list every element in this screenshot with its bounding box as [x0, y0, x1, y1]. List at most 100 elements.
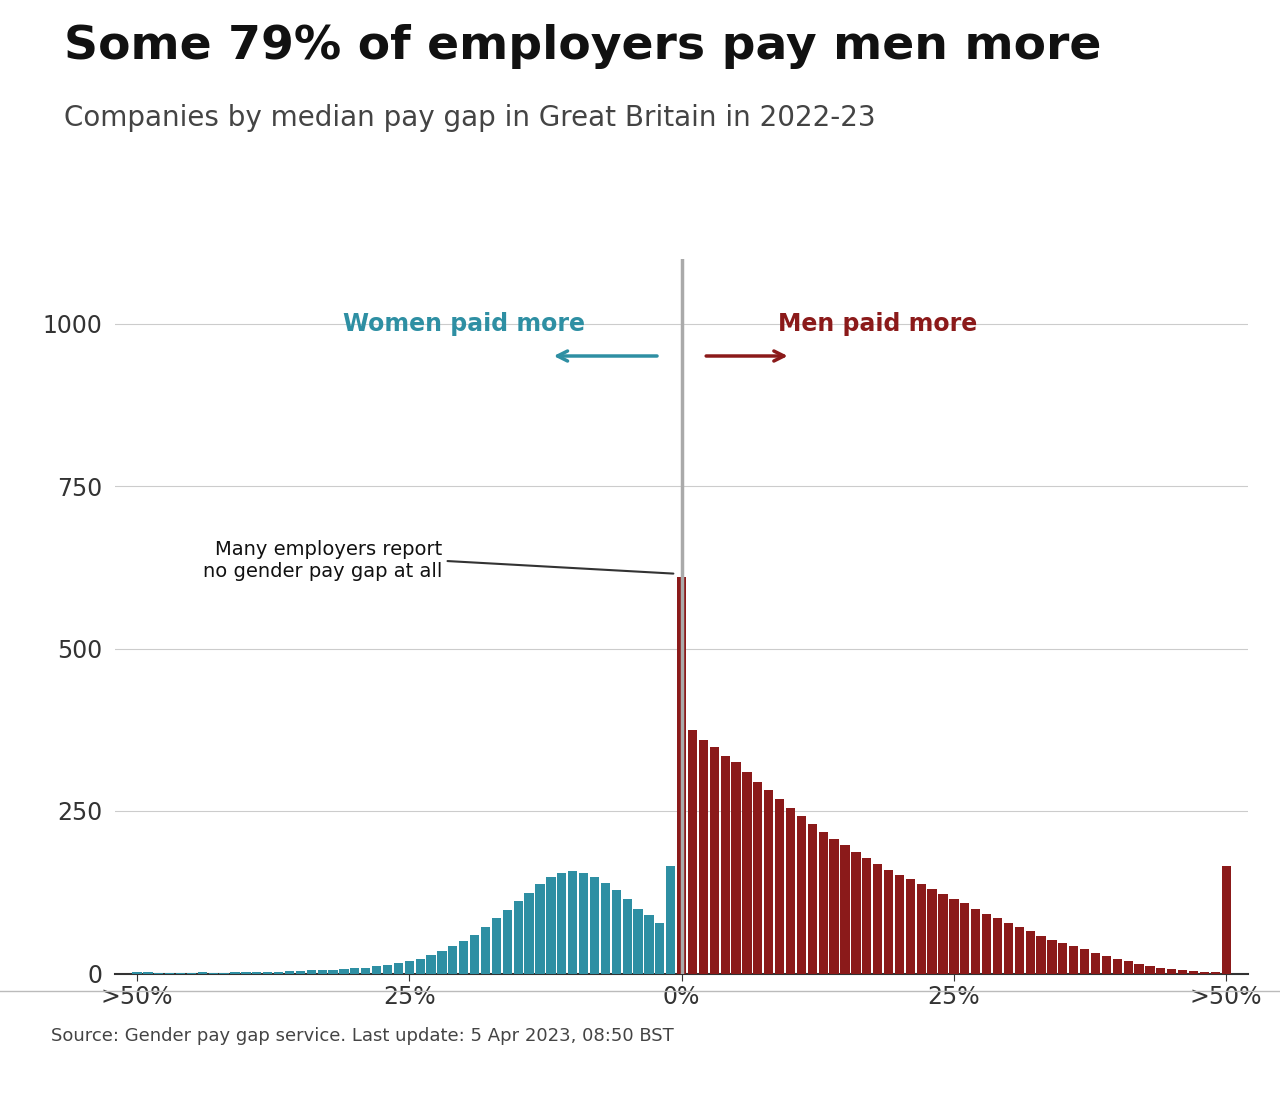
Bar: [197, 972, 207, 974]
Bar: [972, 909, 980, 974]
Bar: [906, 879, 915, 974]
Bar: [1059, 943, 1068, 974]
Text: Source: Gender pay gap service. Last update: 5 Apr 2023, 08:50 BST: Source: Gender pay gap service. Last upd…: [51, 1027, 675, 1045]
Bar: [492, 918, 500, 974]
Bar: [404, 961, 413, 974]
Bar: [699, 739, 708, 974]
Bar: [438, 952, 447, 974]
Text: B: B: [1133, 1033, 1155, 1062]
Bar: [622, 899, 632, 974]
Bar: [873, 865, 882, 974]
Bar: [317, 970, 326, 974]
Bar: [612, 890, 621, 974]
Bar: [1189, 971, 1198, 974]
Bar: [1080, 949, 1089, 974]
Bar: [460, 940, 468, 974]
Bar: [687, 729, 698, 974]
Bar: [634, 909, 643, 974]
Bar: [329, 969, 338, 974]
Bar: [644, 915, 654, 974]
Bar: [143, 972, 152, 974]
Text: Men paid more: Men paid more: [778, 311, 978, 336]
Bar: [241, 972, 251, 974]
Bar: [1211, 971, 1220, 974]
Bar: [819, 832, 828, 974]
Bar: [950, 899, 959, 974]
Bar: [525, 893, 534, 974]
Bar: [982, 914, 991, 974]
Bar: [590, 878, 599, 974]
Bar: [1156, 968, 1166, 974]
Bar: [296, 971, 305, 974]
Bar: [535, 883, 544, 974]
Bar: [361, 968, 370, 974]
Bar: [1015, 926, 1024, 974]
Bar: [1167, 969, 1176, 974]
Text: C: C: [1229, 1033, 1251, 1062]
Bar: [1069, 946, 1078, 974]
Bar: [742, 772, 751, 974]
Bar: [916, 884, 925, 974]
Bar: [416, 958, 425, 974]
Bar: [339, 969, 348, 974]
Bar: [808, 824, 817, 974]
Bar: [264, 971, 273, 974]
Bar: [230, 972, 239, 974]
Bar: [1124, 961, 1133, 974]
Bar: [547, 878, 556, 974]
Bar: [579, 872, 589, 974]
Bar: [829, 839, 838, 974]
Bar: [470, 935, 479, 974]
Bar: [307, 970, 316, 974]
Bar: [1004, 923, 1012, 974]
Bar: [503, 910, 512, 974]
Bar: [1221, 867, 1231, 974]
Bar: [252, 972, 261, 974]
Bar: [851, 851, 860, 974]
Bar: [786, 807, 795, 974]
Bar: [1178, 970, 1188, 974]
Bar: [426, 955, 435, 974]
Bar: [1102, 956, 1111, 974]
Bar: [274, 971, 283, 974]
Bar: [481, 926, 490, 974]
Bar: [764, 790, 773, 974]
Bar: [1025, 932, 1034, 974]
Bar: [666, 867, 676, 974]
Bar: [895, 874, 904, 974]
Bar: [1146, 966, 1155, 974]
Bar: [1047, 939, 1056, 974]
Bar: [796, 816, 806, 974]
Bar: [1037, 936, 1046, 974]
Bar: [774, 800, 785, 974]
Text: Women paid more: Women paid more: [343, 311, 585, 336]
Bar: [383, 965, 392, 974]
Bar: [1134, 964, 1144, 974]
Bar: [372, 966, 381, 974]
Bar: [1091, 953, 1100, 974]
Text: Companies by median pay gap in Great Britain in 2022-23: Companies by median pay gap in Great Bri…: [64, 104, 876, 132]
Bar: [557, 872, 567, 974]
Bar: [600, 882, 611, 974]
Bar: [1112, 958, 1123, 974]
Bar: [709, 747, 719, 974]
Bar: [448, 946, 457, 974]
Bar: [731, 762, 741, 974]
Bar: [753, 782, 763, 974]
Bar: [928, 889, 937, 974]
Bar: [132, 971, 142, 974]
Bar: [513, 901, 522, 974]
Text: Many employers report
no gender pay gap at all: Many employers report no gender pay gap …: [202, 540, 673, 581]
Bar: [285, 971, 294, 974]
Text: Some 79% of employers pay men more: Some 79% of employers pay men more: [64, 24, 1101, 69]
Bar: [841, 846, 850, 974]
Bar: [1213, 1008, 1217, 1087]
Bar: [655, 923, 664, 974]
Bar: [677, 578, 686, 974]
Bar: [884, 869, 893, 974]
Bar: [1199, 971, 1210, 974]
Bar: [568, 871, 577, 974]
Text: B: B: [1180, 1033, 1203, 1062]
Bar: [394, 964, 403, 974]
Bar: [960, 903, 969, 974]
